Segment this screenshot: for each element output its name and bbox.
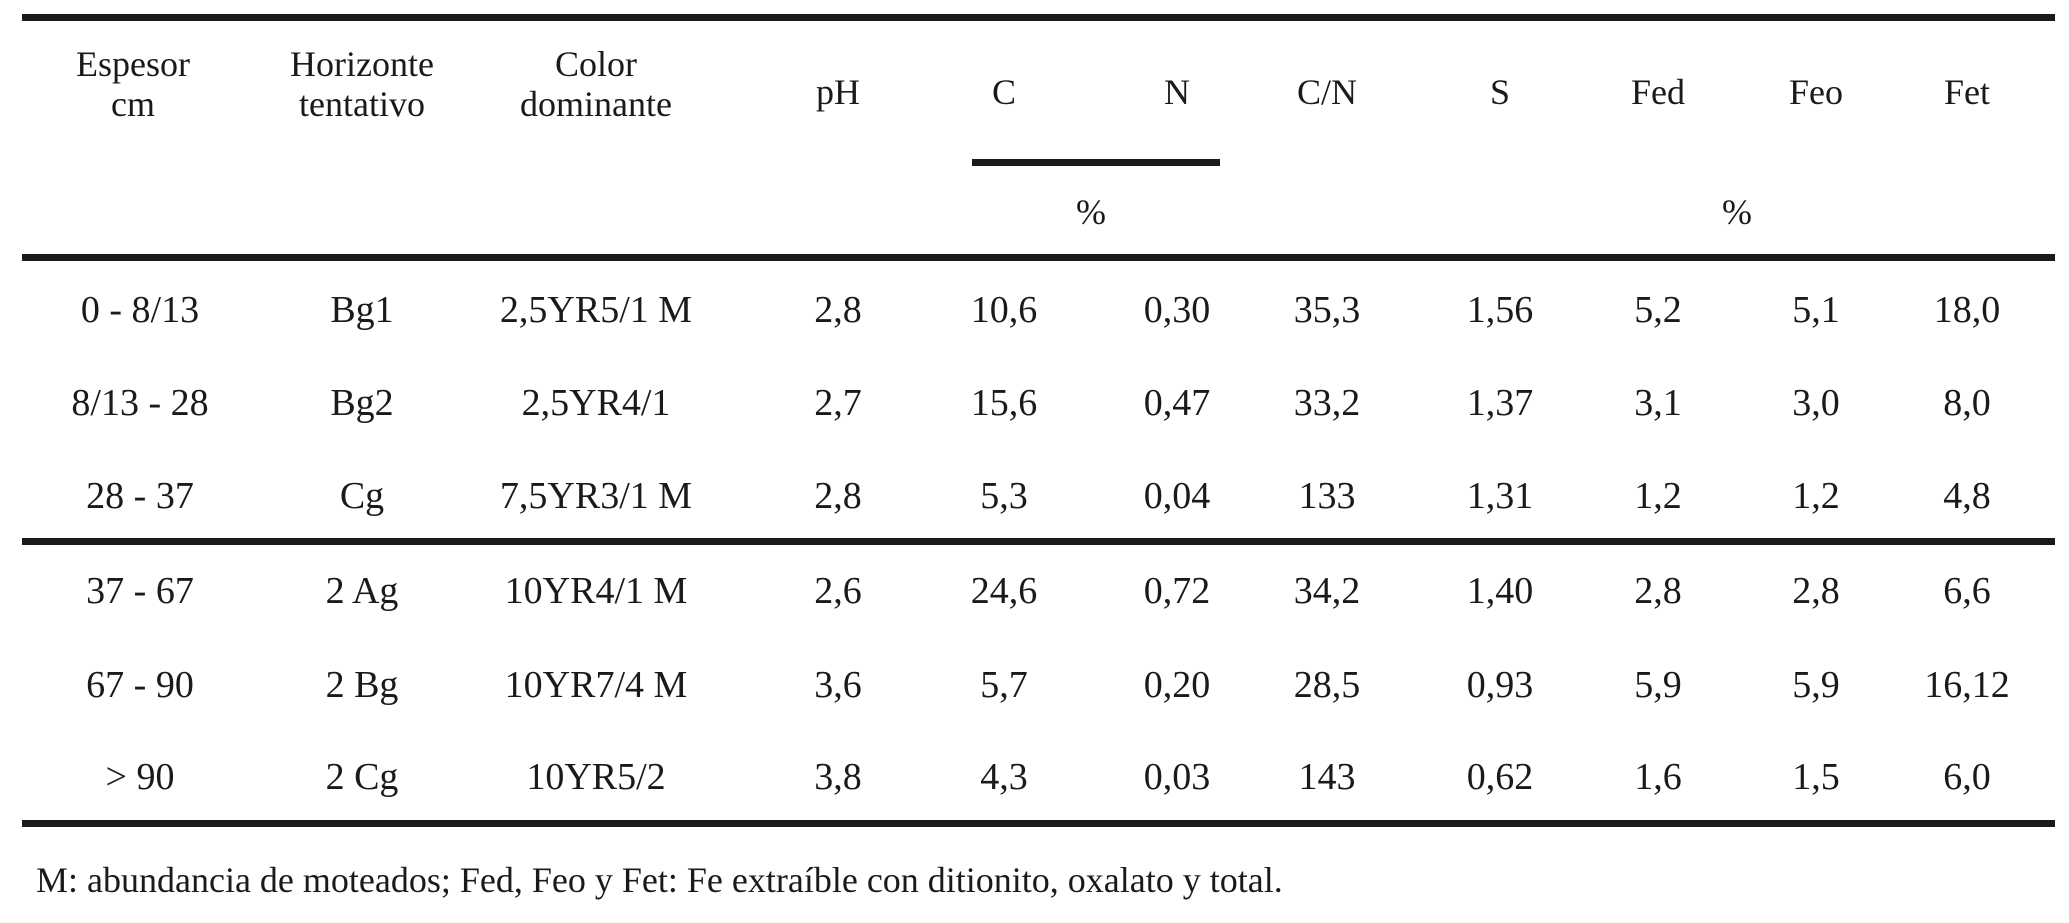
header-c: C — [991, 72, 1017, 112]
footnote: M: abundancia de moteados; Fed, Feo y Fe… — [36, 860, 1283, 900]
top-rule — [22, 14, 2055, 21]
table-cell: 5,9 — [1634, 664, 1682, 706]
table-cell: 4,8 — [1943, 475, 1991, 517]
table-cell: Bg1 — [330, 289, 394, 331]
table-cell: 33,2 — [1293, 382, 1361, 424]
table-cell: Bg2 — [330, 382, 394, 424]
table-cell: 18,0 — [1933, 289, 2001, 331]
table-cell: 5,2 — [1634, 289, 1682, 331]
table-cell: 10YR5/2 — [526, 756, 666, 798]
header-feo: Feo — [1789, 72, 1843, 112]
table-cell: 2,8 — [814, 289, 862, 331]
table-cell: 35,3 — [1293, 289, 1361, 331]
table-cell: 2,8 — [814, 475, 862, 517]
table-cell: 0,47 — [1143, 382, 1211, 424]
table-cell: 1,40 — [1466, 570, 1534, 612]
table-cell: 143 — [1298, 756, 1356, 798]
table-cell: 1,6 — [1634, 756, 1682, 798]
table-cell: 0,04 — [1143, 475, 1211, 517]
table-cell: 37 - 67 — [86, 570, 194, 612]
table-cell: 1,5 — [1792, 756, 1840, 798]
table-cell: 2,7 — [814, 382, 862, 424]
table-cell: 1,56 — [1466, 289, 1534, 331]
table-cell: 34,2 — [1293, 570, 1361, 612]
header-fet: Fet — [1943, 72, 1991, 112]
header-s: S — [1489, 72, 1511, 112]
header-color: Color dominante — [520, 44, 672, 124]
table-cell: 0,03 — [1143, 756, 1211, 798]
table-cell: 0,62 — [1466, 756, 1534, 798]
header-n: N — [1164, 72, 1190, 112]
table-cell: 2,8 — [1792, 570, 1840, 612]
table-cell: 1,2 — [1634, 475, 1682, 517]
header-espesor: Espesor cm — [76, 44, 190, 124]
cn-unit-rule — [972, 159, 1220, 166]
table-cell: 0,72 — [1143, 570, 1211, 612]
table-cell: 133 — [1298, 475, 1356, 517]
table-cell: 4,3 — [980, 756, 1028, 798]
table-cell: 7,5YR3/1 M — [499, 475, 693, 517]
table-cell: 28 - 37 — [86, 475, 194, 517]
table-cell: 5,7 — [980, 664, 1028, 706]
table-cell: 5,3 — [980, 475, 1028, 517]
header-horizonte: Horizonte tentativo — [290, 44, 434, 124]
table-cell: 0,30 — [1143, 289, 1211, 331]
table-cell: 2,6 — [814, 570, 862, 612]
table-cell: 3,6 — [814, 664, 862, 706]
table-cell: 24,6 — [970, 570, 1038, 612]
table-cell: 10,6 — [970, 289, 1038, 331]
table-cell: 0 - 8/13 — [80, 289, 200, 331]
header-bottom-rule — [22, 254, 2055, 261]
table-cell: 3,0 — [1792, 382, 1840, 424]
header-fed: Fed — [1631, 72, 1685, 112]
table-cell: 5,1 — [1792, 289, 1840, 331]
unit-percent-fe: % — [1722, 192, 1752, 232]
table-cell: 8,0 — [1943, 382, 1991, 424]
header-ph: pH — [816, 72, 860, 112]
table-cell: 2 Ag — [325, 570, 399, 612]
table-cell: 1,37 — [1466, 382, 1534, 424]
table-cell: 0,20 — [1143, 664, 1211, 706]
group-separator-rule — [22, 538, 2055, 545]
unit-percent-cn: % — [1076, 192, 1106, 232]
table-cell: 3,8 — [814, 756, 862, 798]
table-cell: 10YR7/4 M — [504, 664, 688, 706]
table-cell: 2,5YR4/1 — [521, 382, 671, 424]
table-cell: 6,6 — [1943, 570, 1991, 612]
bottom-rule — [22, 820, 2055, 827]
table-cell: 2 Cg — [325, 756, 399, 798]
table-cell: 1,2 — [1792, 475, 1840, 517]
table-cell: Cg — [339, 475, 385, 517]
table-cell: 28,5 — [1293, 664, 1361, 706]
table-cell: 67 - 90 — [86, 664, 194, 706]
table-cell: > 90 — [105, 756, 175, 798]
table-cell: 16,12 — [1924, 664, 2010, 706]
table-cell: 10YR4/1 M — [504, 570, 688, 612]
table-cell: 8/13 - 28 — [71, 382, 209, 424]
table-cell: 3,1 — [1634, 382, 1682, 424]
table-cell: 1,31 — [1466, 475, 1534, 517]
table-cell: 0,93 — [1466, 664, 1534, 706]
table-cell: 2,5YR5/1 M — [499, 289, 693, 331]
table-cell: 5,9 — [1792, 664, 1840, 706]
header-cn: C/N — [1296, 72, 1358, 112]
table-cell: 6,0 — [1943, 756, 1991, 798]
table-cell: 2,8 — [1634, 570, 1682, 612]
table-cell: 15,6 — [970, 382, 1038, 424]
table-cell: 2 Bg — [325, 664, 399, 706]
